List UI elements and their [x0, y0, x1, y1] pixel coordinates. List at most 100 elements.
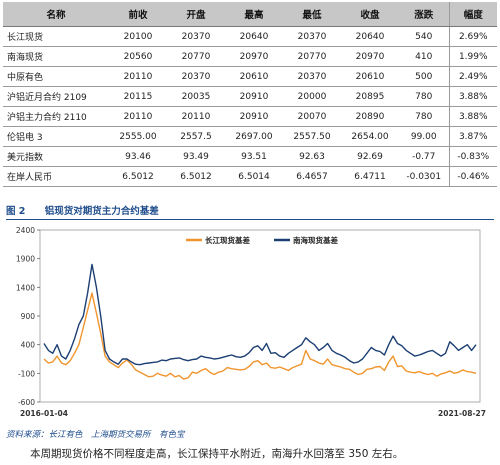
table-cell: 20110	[167, 106, 225, 127]
table-cell: 20000	[283, 86, 341, 107]
table-cell: -0.83%	[448, 146, 497, 167]
row-label: 沪铝主力合约 2110	[3, 106, 109, 127]
table-cell: 93.51	[225, 146, 283, 167]
table-cell: 540	[399, 26, 449, 47]
figure-title: 铝现货对期货主力合约基差	[44, 206, 159, 217]
header-close: 收盘	[341, 2, 399, 27]
y-tick-label: 2400	[16, 226, 35, 235]
y-tick-label: 900	[21, 312, 36, 321]
table-cell: 2654.00	[341, 126, 399, 147]
table-row: 伦铝电 3 2555.00 2557.5 2697.00 2557.50 2654.00 9…	[3, 126, 497, 147]
table-cell: 780	[399, 106, 449, 127]
table-cell: 20610	[225, 66, 283, 87]
table-cell: 20370	[283, 66, 341, 87]
table-row: 在岸人民币 6.5012 6.5012 6.5014 6.4657 6.4711 -0.03…	[3, 166, 497, 187]
table-cell: 20560	[109, 46, 167, 67]
table-cell: -0.0301	[399, 166, 449, 187]
series-line-changjiang	[43, 292, 477, 380]
header-low: 最低	[283, 2, 341, 27]
header-high: 最高	[225, 2, 283, 27]
table-cell: 20115	[109, 86, 167, 107]
figure-caption: 图 2 铝现货对期货主力合约基差	[6, 203, 159, 217]
table-cell: 20770	[283, 46, 341, 67]
table-row: 美元指数 93.46 93.49 93.51 92.63 92.69 -0.77 -0.83%	[3, 146, 497, 167]
table-cell: 3.88%	[448, 86, 497, 107]
table-cell: 6.4657	[283, 166, 341, 187]
summary-text: 本周期现货价格不同程度走高，长江保持平水附近，南海升水回落至 350 左右。	[30, 448, 404, 460]
caption-divider	[6, 219, 494, 220]
table-row: 长江现货 20100 20370 20640 20370 20640 540 2.69%	[3, 26, 497, 47]
y-tick-label: 1400	[16, 283, 35, 292]
table-cell: 20970	[341, 46, 399, 67]
table-cell: 20910	[225, 86, 283, 107]
table-cell: 20100	[109, 26, 167, 47]
series-line-nanhai	[43, 263, 477, 366]
row-label: 在岸人民币	[3, 166, 109, 187]
table-cell: 2697.00	[225, 126, 283, 147]
y-tick-label: -600	[18, 398, 35, 407]
table-cell: 20770	[167, 46, 225, 67]
table-row: 沪铝近月合约 2109 20115 20035 20910 20000 20895 780 3…	[3, 86, 497, 107]
table-cell: 20610	[341, 66, 399, 87]
table-cell: 20640	[341, 26, 399, 47]
y-tick-label: -100	[18, 369, 35, 378]
plot-frame	[39, 229, 481, 403]
table-cell: 93.46	[109, 146, 167, 167]
header-name: 名称	[3, 2, 109, 27]
table-cell: 780	[399, 86, 449, 107]
table-cell: 6.5014	[225, 166, 283, 187]
row-label: 美元指数	[3, 146, 109, 167]
table-cell: 20370	[283, 26, 341, 47]
y-tick-label: 1900	[16, 255, 35, 264]
header-pct: 幅度	[448, 2, 497, 27]
table-cell: 92.69	[341, 146, 399, 167]
table-cell: 20370	[167, 26, 225, 47]
row-label: 南海现货	[3, 46, 109, 67]
table-cell: 20110	[109, 106, 167, 127]
table-cell: 3.87%	[448, 126, 497, 147]
table-cell: -0.46%	[448, 166, 497, 187]
table-cell: 410	[399, 46, 449, 67]
row-label: 长江现货	[3, 26, 109, 47]
table-cell: 6.5012	[167, 166, 225, 187]
table-cell: 20035	[167, 86, 225, 107]
table-cell: 20910	[225, 106, 283, 127]
table-cell: 6.4711	[341, 166, 399, 187]
row-label: 伦铝电 3	[3, 126, 109, 147]
legend-label-nanhai: 南海现货基差	[293, 235, 338, 245]
table-cell: 2.49%	[448, 66, 497, 87]
table-row: 中原有色 20110 20370 20610 20370 20610 500 2.49%	[3, 66, 497, 87]
table-cell: 2555.00	[109, 126, 167, 147]
table-cell: 500	[399, 66, 449, 87]
table-cell: 6.5012	[109, 166, 167, 187]
table-cell: 20370	[167, 66, 225, 87]
figure-number: 图 2	[6, 206, 26, 217]
table-header-row: 名称 前收 开盘 最高 最低 收盘 涨跌 幅度	[3, 2, 497, 27]
table-cell: 20890	[341, 106, 399, 127]
table-cell: -0.77	[399, 146, 449, 167]
table-cell: 20970	[225, 46, 283, 67]
header-prev-close: 前收	[109, 2, 167, 27]
table-body: 长江现货 20100 20370 20640 20370 20640 540 2.69% 南海现…	[3, 26, 497, 187]
table-cell: 99.00	[399, 126, 449, 147]
header-open: 开盘	[167, 2, 225, 27]
table-row: 沪铝主力合约 2110 20110 20110 20910 20070 20890 780 3…	[3, 106, 497, 127]
header-change: 涨跌	[399, 2, 449, 27]
x-start-label: 2016-01-04	[20, 409, 68, 418]
quote-table: 名称 前收 开盘 最高 最低 收盘 涨跌 幅度 长江现货 20100 20370 20…	[3, 2, 497, 187]
table-cell: 20110	[109, 66, 167, 87]
table-cell: 93.49	[167, 146, 225, 167]
table-cell: 92.63	[283, 146, 341, 167]
table-cell: 1.99%	[448, 46, 497, 67]
y-tick-label: 400	[21, 341, 36, 350]
table-cell: 2557.5	[167, 126, 225, 147]
legend-label-changjiang: 长江现货基差	[205, 235, 250, 245]
source-note: 资料来源：长江有色 上海期货交易所 有色宝	[6, 430, 185, 440]
table-cell: 20640	[225, 26, 283, 47]
x-end-label: 2021-08-27	[438, 409, 486, 418]
table-row: 南海现货 20560 20770 20970 20770 20970 410 1.99%	[3, 46, 497, 67]
row-label: 中原有色	[3, 66, 109, 87]
table-cell: 3.88%	[448, 106, 497, 127]
table-cell: 20070	[283, 106, 341, 127]
table-cell: 2557.50	[283, 126, 341, 147]
